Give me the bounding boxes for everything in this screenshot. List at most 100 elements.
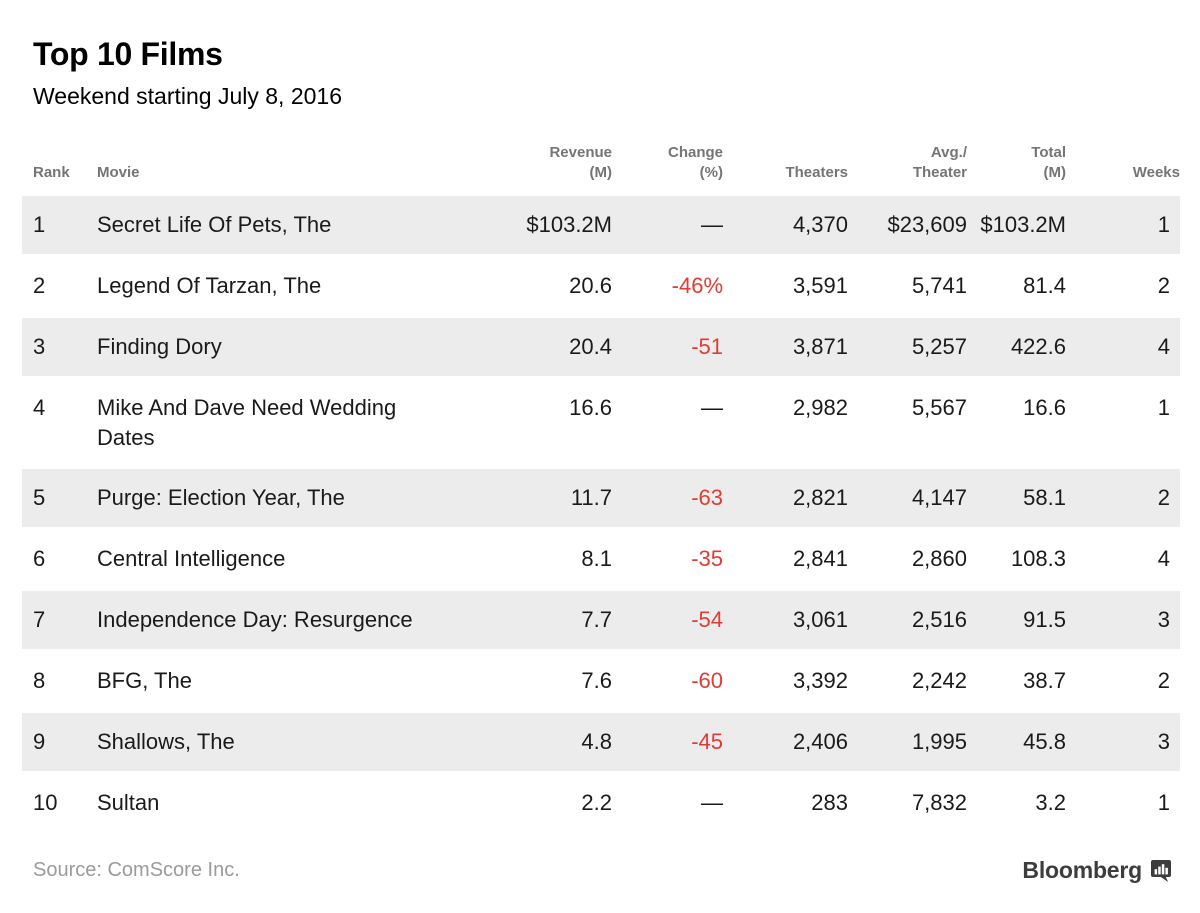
table-row: 4 Mike And Dave Need Wedding Dates 16.6 … <box>22 378 1180 467</box>
total-cell: 58.1 <box>1023 485 1066 511</box>
movie-cell: Independence Day: Resurgence <box>97 607 413 633</box>
rank-cell: 5 <box>33 485 46 511</box>
avg-theater-cell: 2,860 <box>911 546 967 572</box>
total-cell: $103.2M <box>980 211 1066 237</box>
avg-theater-cell: 4,147 <box>911 485 967 511</box>
revenue-cell: 16.6 <box>569 394 612 420</box>
change-cell: -63 <box>691 485 723 511</box>
movie-cell: Central Intelligence <box>97 546 286 572</box>
weeks-cell: 3 <box>1157 607 1170 633</box>
table-row: 1 Secret Life Of Pets, The $103.2M — 4,3… <box>22 195 1180 254</box>
weeks-cell: 1 <box>1157 394 1170 420</box>
source-note: Source: ComScore Inc. <box>33 859 240 882</box>
weeks-cell: 3 <box>1157 729 1170 755</box>
change-cell: -54 <box>691 607 723 633</box>
page-title: Top 10 Films <box>33 36 223 72</box>
total-cell: 16.6 <box>1023 394 1066 420</box>
col-header-total: Total (M) <box>1031 144 1066 182</box>
avg-theater-cell: 2,242 <box>911 668 967 694</box>
table-row: 10 Sultan 2.2 — 283 7,832 3.2 1 <box>22 774 1180 833</box>
total-cell: 3.2 <box>1035 790 1066 816</box>
table-header-row: Rank Movie Revenue (M) Change (%) Theate… <box>22 143 1180 193</box>
change-cell: — <box>701 211 723 237</box>
movie-cell: Purge: Election Year, The <box>97 485 345 511</box>
theaters-cell: 3,061 <box>792 607 848 633</box>
revenue-cell: 4.8 <box>581 729 612 755</box>
col-header-rank: Rank <box>33 164 70 182</box>
total-cell: 91.5 <box>1023 607 1066 633</box>
col-header-weeks: Weeks <box>1132 164 1180 182</box>
table-row: 3 Finding Dory 20.4 -51 3,871 5,257 422.… <box>22 317 1180 376</box>
rank-cell: 1 <box>33 211 46 237</box>
theaters-cell: 2,982 <box>792 394 848 420</box>
revenue-cell: 20.4 <box>569 333 612 359</box>
weeks-cell: 4 <box>1157 546 1170 572</box>
bloomberg-logo: Bloomberg <box>1022 857 1172 884</box>
total-cell: 108.3 <box>1010 546 1066 572</box>
revenue-cell: $103.2M <box>526 211 612 237</box>
movie-cell: Mike And Dave Need Wedding Dates <box>97 394 397 451</box>
movie-cell: Secret Life Of Pets, The <box>97 211 332 237</box>
avg-theater-cell: 1,995 <box>911 729 967 755</box>
col-header-change: Change (%) <box>667 144 723 182</box>
weeks-cell: 1 <box>1157 790 1170 816</box>
movie-cell: Legend Of Tarzan, The <box>97 272 322 298</box>
rank-cell: 6 <box>33 546 46 572</box>
theaters-cell: 2,821 <box>792 485 848 511</box>
change-cell: -46% <box>671 272 723 298</box>
table-row: 2 Legend Of Tarzan, The 20.6 -46% 3,591 … <box>22 256 1180 315</box>
avg-theater-cell: 5,741 <box>911 272 967 298</box>
movie-cell: Shallows, The <box>97 729 235 755</box>
theaters-cell: 2,841 <box>792 546 848 572</box>
page-subtitle: Weekend starting July 8, 2016 <box>33 83 342 109</box>
bloomberg-chart-bubble-icon <box>1151 859 1171 882</box>
rank-cell: 8 <box>33 668 46 694</box>
rank-cell: 2 <box>33 272 46 298</box>
avg-theater-cell: 2,516 <box>911 607 967 633</box>
change-cell: -35 <box>691 546 723 572</box>
rank-cell: 10 <box>33 790 58 816</box>
weeks-cell: 2 <box>1157 668 1170 694</box>
total-cell: 422.6 <box>1010 333 1066 359</box>
revenue-cell: 7.6 <box>581 668 612 694</box>
movie-cell: Finding Dory <box>97 333 222 359</box>
col-header-movie: Movie <box>97 164 140 182</box>
footer: Source: ComScore Inc. Bloomberg <box>33 857 1172 884</box>
theaters-cell: 4,370 <box>792 211 848 237</box>
table-row: 6 Central Intelligence 8.1 -35 2,841 2,8… <box>22 530 1180 589</box>
theaters-cell: 2,406 <box>792 729 848 755</box>
movie-cell: BFG, The <box>97 668 192 694</box>
bloomberg-wordmark: Bloomberg <box>1022 857 1142 884</box>
weeks-cell: 2 <box>1157 272 1170 298</box>
total-cell: 45.8 <box>1023 729 1066 755</box>
avg-theater-cell: 7,832 <box>911 790 967 816</box>
revenue-cell: 8.1 <box>581 546 612 572</box>
avg-theater-cell: 5,567 <box>911 394 967 420</box>
theaters-cell: 283 <box>811 790 848 816</box>
table-row: 8 BFG, The 7.6 -60 3,392 2,242 38.7 2 <box>22 652 1180 711</box>
revenue-cell: 7.7 <box>581 607 612 633</box>
films-table: Rank Movie Revenue (M) Change (%) Theate… <box>22 140 1180 835</box>
change-cell: -45 <box>691 729 723 755</box>
avg-theater-cell: $23,609 <box>887 211 967 237</box>
table-row: 9 Shallows, The 4.8 -45 2,406 1,995 45.8… <box>22 713 1180 772</box>
change-cell: -60 <box>691 668 723 694</box>
movie-cell: Sultan <box>97 790 160 816</box>
weeks-cell: 4 <box>1157 333 1170 359</box>
col-header-avg-theater: Avg./ Theater <box>912 144 967 182</box>
total-cell: 38.7 <box>1023 668 1066 694</box>
revenue-cell: 2.2 <box>581 790 612 816</box>
total-cell: 81.4 <box>1023 272 1066 298</box>
change-cell: — <box>701 394 723 420</box>
weeks-cell: 1 <box>1157 211 1170 237</box>
table-row: 5 Purge: Election Year, The 11.7 -63 2,8… <box>22 469 1180 528</box>
theaters-cell: 3,392 <box>792 668 848 694</box>
col-header-revenue: Revenue (M) <box>549 144 612 182</box>
rank-cell: 4 <box>33 394 46 420</box>
rank-cell: 7 <box>33 607 46 633</box>
theaters-cell: 3,871 <box>792 333 848 359</box>
avg-theater-cell: 5,257 <box>911 333 967 359</box>
change-cell: — <box>701 790 723 816</box>
col-header-theaters: Theaters <box>785 164 848 182</box>
rank-cell: 9 <box>33 729 46 755</box>
